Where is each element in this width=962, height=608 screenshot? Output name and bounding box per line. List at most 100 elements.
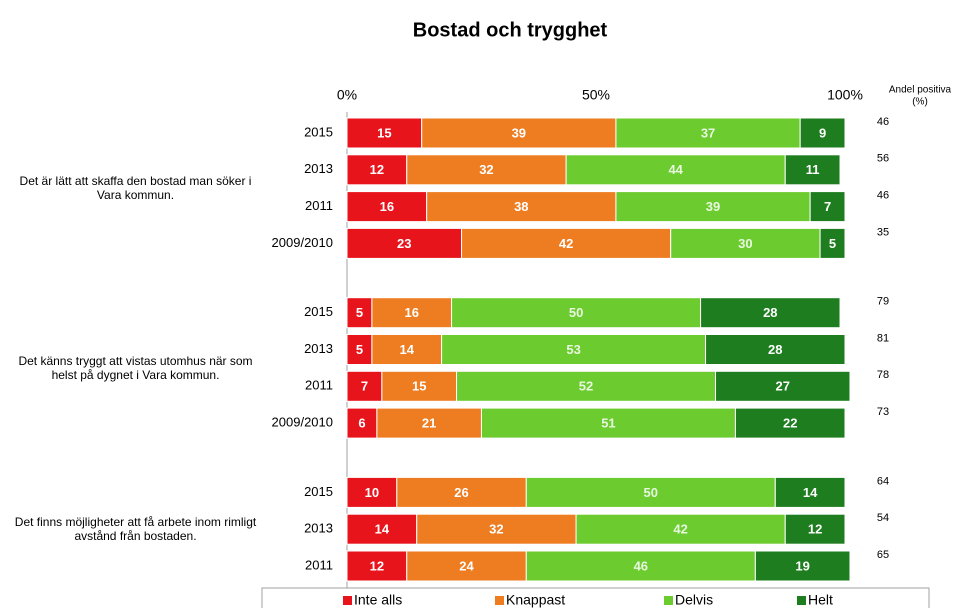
data-label: 51	[601, 416, 615, 431]
legend-label: Delvis	[675, 592, 713, 608]
y-tick-label: 2015	[304, 124, 333, 139]
y-tick-label: 2011	[305, 557, 333, 572]
bar-segment	[575, 513, 786, 545]
legend-label: Knappast	[506, 592, 565, 608]
bar-segment	[346, 154, 408, 186]
legend-swatch	[797, 596, 806, 605]
bar-segment	[784, 513, 846, 545]
bar-segment	[774, 476, 846, 508]
data-label: 23	[397, 236, 411, 251]
data-label: 24	[459, 558, 474, 573]
data-label: 28	[763, 305, 777, 320]
data-label: 52	[579, 379, 593, 394]
group-label: Det känns tryggt att vistas utomhus när …	[18, 353, 253, 382]
data-label: 11	[806, 162, 820, 177]
data-label: 37	[701, 125, 715, 140]
bar-segment	[346, 227, 463, 259]
data-label: 14	[375, 522, 390, 537]
data-label: 15	[412, 379, 426, 394]
positive-value: 56	[877, 153, 889, 165]
data-label: 32	[479, 162, 493, 177]
chart-title: Bostad och trygghet	[413, 19, 608, 41]
data-label: 22	[783, 416, 797, 431]
bar-segment	[376, 407, 482, 439]
y-tick-label: 2013	[304, 521, 333, 536]
data-label: 39	[706, 199, 720, 214]
y-tick-label: 2013	[304, 161, 333, 176]
data-label: 6	[358, 416, 365, 431]
bar-segment	[734, 407, 846, 439]
data-label: 15	[377, 125, 391, 140]
bar-segment	[615, 117, 801, 149]
data-label: 16	[380, 199, 394, 214]
bar-segment	[461, 227, 672, 259]
bar-segment	[525, 550, 756, 582]
positive-title: (%)	[912, 97, 928, 108]
bar-segment	[396, 476, 527, 508]
bar-segment	[700, 297, 841, 329]
y-tick-label: 2011	[305, 378, 333, 393]
bar-segment	[456, 370, 717, 402]
data-label: 50	[644, 485, 658, 500]
data-label: 28	[768, 342, 782, 357]
y-tick-label: 2011	[305, 198, 333, 213]
bar-segment	[809, 191, 846, 223]
bar-segment	[715, 370, 851, 402]
data-label: 42	[673, 522, 687, 537]
data-label: 12	[808, 522, 822, 537]
bar-segment	[346, 513, 418, 545]
data-label: 7	[824, 199, 831, 214]
y-tick-label: 2013	[304, 341, 333, 356]
bar-segment	[451, 297, 702, 329]
bar-segment	[346, 334, 373, 365]
data-label: 19	[795, 558, 809, 573]
bar-segment	[441, 334, 707, 365]
data-label: 46	[634, 558, 648, 573]
data-label: 44	[668, 162, 683, 177]
data-label: 14	[803, 485, 818, 500]
bar-segment	[406, 154, 567, 186]
bar-segment	[426, 191, 617, 223]
group-label: Det finns möjligheter att få arbete inom…	[14, 515, 257, 544]
bar-segment	[705, 334, 846, 365]
legend-swatch	[495, 596, 504, 605]
data-label: 9	[819, 125, 826, 140]
x-tick-label: 100%	[827, 87, 863, 103]
bar-segment	[346, 191, 428, 223]
bar-segment	[421, 117, 617, 149]
positive-value: 81	[877, 332, 889, 344]
bar-segment	[525, 476, 776, 508]
data-label: 50	[569, 305, 583, 320]
data-label: 32	[489, 522, 503, 537]
data-label: 14	[400, 342, 415, 357]
legend-swatch	[664, 596, 673, 605]
bar-segment	[799, 117, 846, 149]
data-label: 39	[512, 125, 526, 140]
x-tick-label: 50%	[582, 87, 610, 103]
positive-value: 46	[877, 116, 889, 128]
positive-title: Andel positiva	[889, 85, 952, 96]
legend-swatch	[343, 596, 352, 605]
legend-label: Helt	[808, 592, 833, 608]
data-label: 5	[829, 236, 836, 251]
bar-segment	[819, 227, 846, 259]
positive-value: 73	[877, 406, 889, 418]
bar-segment	[615, 191, 811, 223]
data-label: 16	[405, 305, 419, 320]
data-label: 12	[370, 162, 384, 177]
y-tick-label: 2009/2010	[272, 415, 333, 430]
data-label: 30	[738, 236, 752, 251]
legend-box	[261, 587, 930, 608]
group-label: Det är lätt att skaffa den bostad man sö…	[19, 174, 252, 203]
bar-segment	[480, 407, 736, 439]
positive-value: 46	[877, 190, 889, 202]
data-label: 27	[776, 379, 790, 394]
bar-segment	[784, 154, 841, 186]
data-label: 53	[566, 342, 580, 357]
bar-segment	[346, 297, 373, 329]
data-label: 21	[422, 416, 436, 431]
data-label: 38	[514, 199, 528, 214]
data-label: 42	[559, 236, 573, 251]
